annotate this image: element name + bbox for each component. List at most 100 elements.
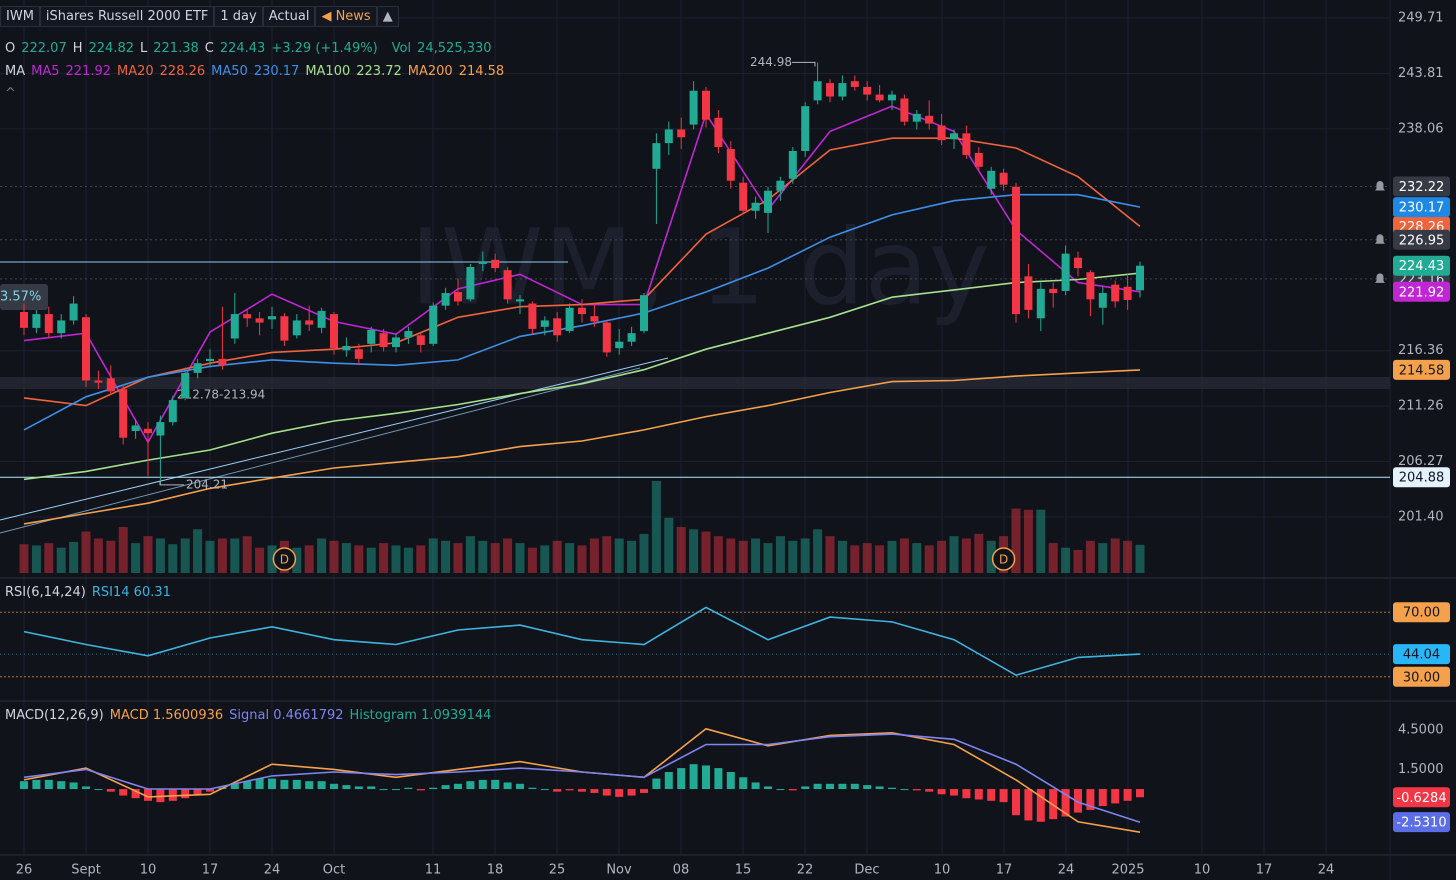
macd-histogram-bar [962, 789, 971, 799]
volume-bar [1023, 509, 1033, 573]
volume-bar [168, 544, 178, 573]
volume-bar [341, 543, 351, 573]
signal-badge-bg [1393, 812, 1450, 833]
volume-bar [317, 538, 327, 573]
macd-histogram-bar [714, 768, 723, 790]
candle-body [218, 358, 227, 366]
rsi-level-badge: 70.00 [1403, 606, 1440, 621]
ohlc-key: C [204, 41, 214, 56]
volume-bar [304, 545, 314, 573]
volume-bar [1085, 540, 1095, 573]
x-tick-label: Oct [323, 863, 345, 878]
macd-histogram-bar [689, 764, 698, 790]
y-tick-label: 216.36 [1398, 343, 1444, 358]
volume-bar [552, 540, 562, 573]
volume-bar [93, 538, 103, 573]
candle-body [838, 83, 847, 97]
macd-histogram-bar [751, 782, 760, 790]
ma-line [23, 369, 1141, 525]
zone-label: 212.78-213.94 [177, 388, 265, 402]
macd-histogram-bar [578, 789, 586, 792]
volume-bar [887, 540, 897, 573]
dividend-marker [272, 547, 297, 571]
ma-value: 214.58 [458, 64, 505, 79]
volume-bar [416, 545, 426, 573]
volume-bar [937, 540, 947, 573]
x-tick-label: Dec [854, 863, 879, 878]
symbol[interactable]: IWM [0, 6, 40, 27]
watermark: IWM, 1 day [410, 206, 990, 328]
x-tick-label: 10 [934, 863, 951, 878]
volume-bar [751, 538, 761, 573]
ohlc-value: 224.82 [88, 41, 135, 56]
news-button[interactable]: ◀ News [315, 6, 377, 27]
macd-histogram-bar [106, 789, 115, 792]
candle-body [788, 150, 797, 179]
instrument-name: iShares Russell 2000 ETF [39, 6, 215, 27]
y-tick-label: 206.27 [1398, 454, 1444, 469]
macd-histogram-bar [181, 789, 190, 799]
y-tick-label: 201.40 [1398, 509, 1444, 524]
ma-badge-bg [1393, 281, 1450, 302]
volume-bar [912, 543, 922, 573]
volume-bar [131, 543, 141, 573]
interval[interactable]: 1 day [214, 6, 263, 27]
volume-bar [391, 545, 401, 573]
candle-body [627, 333, 636, 342]
macd-histogram-bar [292, 779, 301, 790]
volume-bar [19, 544, 29, 573]
alert-bell [1375, 234, 1385, 244]
alert-button[interactable]: ▲ [376, 6, 399, 27]
collapse-toggle[interactable]: ^ [5, 86, 16, 101]
macd-line [23, 727, 1141, 833]
volume-bar [118, 527, 128, 573]
volume-bar [788, 540, 798, 573]
candle-body [987, 170, 996, 189]
macd-histogram-bar [330, 783, 338, 790]
ohlc-value: 224.43 [219, 41, 266, 56]
y-tick-label: 238.06 [1398, 121, 1444, 136]
rsi-badge-bg [1393, 644, 1450, 665]
candle-body [726, 149, 735, 181]
volume-bar [503, 538, 513, 573]
macd-histogram-bar [392, 789, 400, 791]
macd-histogram-bar [1036, 789, 1045, 822]
candle-body [466, 267, 475, 300]
high-label: 244.98 [750, 55, 792, 69]
candle-body [1098, 293, 1107, 308]
candle-body [937, 125, 946, 141]
ma-legend: MA MA5 221.92 MA20 228.26 MA50 230.17 MA100 223.… [5, 64, 504, 79]
ma-name: MA100 [305, 64, 351, 79]
candle-body [962, 133, 971, 155]
macd-histogram-bar [466, 781, 475, 790]
candle-body [702, 90, 710, 120]
macd-histogram-bar [280, 779, 289, 790]
alert-badge-bg [1393, 176, 1450, 197]
volume-bar [441, 540, 451, 573]
rsi-level-badge: 30.00 [1403, 670, 1440, 685]
dividend-label: D [999, 553, 1008, 567]
candle-body [454, 292, 462, 302]
candle-body [1074, 257, 1082, 269]
candle-body [94, 380, 103, 383]
x-tick-label: 08 [673, 863, 690, 878]
mode[interactable]: Actual [262, 6, 316, 27]
volume-bar [775, 536, 785, 573]
rsi-value: RSI14 60.31 [91, 585, 171, 600]
candle-body [974, 152, 983, 167]
macd-line [23, 733, 1141, 823]
volume-bar [639, 533, 649, 573]
x-tick-label: 25 [549, 863, 566, 878]
candle-body [553, 318, 562, 336]
macd-histogram-bar [317, 781, 326, 790]
macd-histogram-bar [131, 789, 140, 799]
candle-body [230, 314, 239, 339]
candle-body [999, 172, 1008, 185]
ma-value: 228.26 [159, 64, 206, 79]
x-tick-label: 17 [1256, 863, 1273, 878]
macd-histogram-bar [627, 789, 636, 796]
change: +3.29 (+1.49%) [271, 41, 378, 56]
rsi-legend: RSI(6,14,24) RSI14 60.31 [5, 585, 171, 600]
alert-bell [1375, 181, 1385, 191]
candle-body [664, 129, 673, 144]
